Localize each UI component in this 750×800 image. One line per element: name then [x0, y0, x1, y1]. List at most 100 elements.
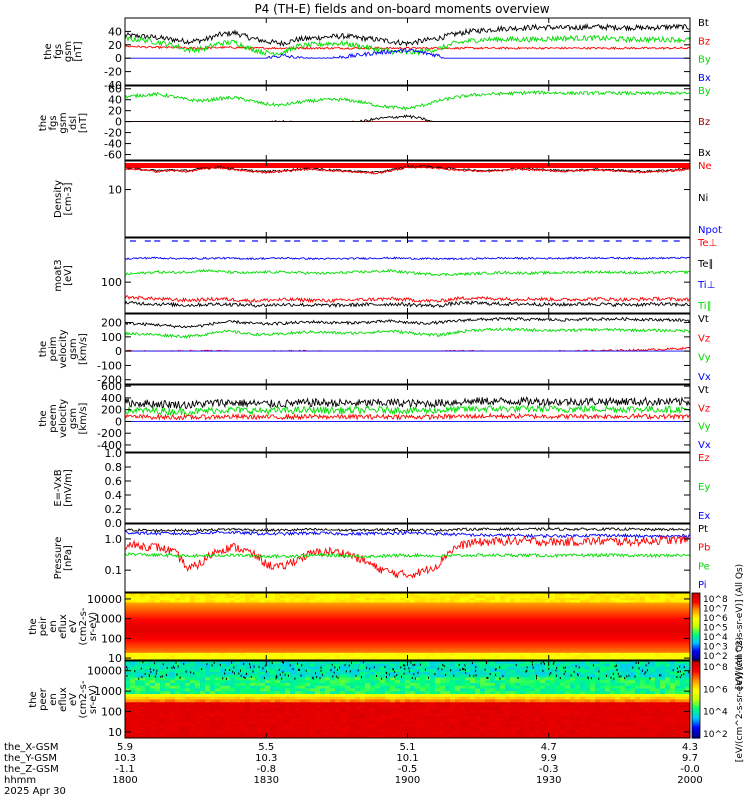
- heatmap-cell: [330, 597, 336, 601]
- heatmap-cell: [560, 655, 566, 659]
- heatmap-cell: [135, 600, 141, 604]
- heatmap-cell: [510, 650, 516, 654]
- heatmap-cell: [345, 677, 351, 681]
- heatmap-cell: [190, 691, 196, 695]
- heatmap-cell: [670, 672, 676, 676]
- heatmap-cell: [675, 609, 681, 613]
- heatmap-cell: [310, 619, 316, 623]
- heatmap-cell: [130, 645, 136, 649]
- heatmap-cell: [665, 619, 671, 623]
- heatmap-cell: [215, 652, 221, 656]
- heatmap-cell: [385, 661, 391, 665]
- heatmap-cell: [475, 666, 481, 670]
- heatmap-cell: [395, 683, 401, 687]
- heatmap-cell: [235, 666, 241, 670]
- heatmap-cell: [455, 600, 461, 604]
- heatmap-cell: [335, 672, 341, 676]
- heatmap-cell: [605, 648, 611, 651]
- heatmap-cell: [520, 616, 526, 620]
- heatmap-cell: [245, 685, 251, 690]
- heatmap-cell: [225, 607, 231, 611]
- heatmap-cell: [220, 626, 226, 630]
- heatmap-cell: [145, 680, 151, 684]
- heatmap-cell: [515, 628, 521, 632]
- heatmap-cell: [175, 669, 181, 673]
- heatmap-cell: [605, 685, 611, 690]
- heatmap-cell: [680, 683, 686, 687]
- heatmap-cell: [390, 602, 396, 606]
- heatmap-cell: [520, 605, 526, 608]
- heatmap-cell: [455, 619, 461, 623]
- heatmap-cell: [410, 677, 416, 681]
- heatmap-cell: [560, 640, 566, 644]
- heatmap-cell: [395, 655, 401, 659]
- heatmap-cell: [545, 683, 551, 687]
- heatmap-cell: [645, 648, 651, 651]
- heatmap-cell: [510, 616, 516, 620]
- heatmap-cell: [510, 628, 516, 632]
- heatmap-cell: [190, 674, 196, 679]
- heatmap-cell: [295, 597, 301, 601]
- heatmap-cell: [245, 691, 251, 695]
- heatmap-cell: [330, 694, 336, 698]
- heatmap-cell: [220, 691, 226, 695]
- heatmap-cell: [325, 626, 331, 630]
- heatmap-cell: [315, 672, 321, 676]
- heatmap-cell: [240, 648, 246, 651]
- heatmap-cell: [660, 621, 666, 625]
- heatmap-cell: [570, 657, 576, 660]
- heatmap-cell: [315, 666, 321, 670]
- heatmap-cell: [190, 607, 196, 611]
- heatmap-cell: [605, 652, 611, 656]
- heatmap-cell: [385, 602, 391, 606]
- heatmap-cell: [680, 652, 686, 656]
- heatmap-cell: [345, 612, 351, 616]
- legend-Vy: Vy: [698, 422, 711, 433]
- heatmap-cell: [425, 616, 431, 620]
- heatmap-cell: [180, 600, 186, 604]
- heatmap-cell: [250, 614, 256, 618]
- heatmap-cell: [560, 669, 566, 673]
- heatmap-cell: [550, 672, 556, 676]
- heatmap-cell: [160, 655, 166, 659]
- heatmap-cell: [390, 663, 396, 668]
- heatmap-cell: [620, 621, 626, 625]
- y-tick-label: 100: [101, 276, 122, 289]
- heatmap-cell: [190, 602, 196, 606]
- heatmap-cell: [515, 597, 521, 601]
- heatmap-cell: [215, 650, 221, 654]
- heatmap-cell: [680, 607, 686, 611]
- heatmap-cell: [505, 674, 511, 679]
- heatmap-cell: [215, 645, 221, 649]
- heatmap-cell: [270, 645, 276, 649]
- heatmap-cell: [470, 657, 476, 660]
- heatmap-cell: [350, 602, 356, 606]
- heatmap-cell: [180, 614, 186, 618]
- heatmap-cell: [125, 655, 131, 659]
- heatmap-cell: [450, 616, 456, 620]
- heatmap-cell: [685, 650, 690, 654]
- heatmap-cell: [680, 609, 686, 613]
- heatmap-cell: [380, 624, 386, 628]
- heatmap-cell: [640, 633, 646, 637]
- heatmap-cell: [315, 621, 321, 625]
- heatmap-cell: [490, 674, 496, 679]
- heatmap-cell: [285, 607, 291, 611]
- heatmap-cell: [360, 691, 366, 695]
- heatmap-cell: [515, 666, 521, 670]
- heatmap-cell: [220, 600, 226, 604]
- heatmap-cell: [490, 626, 496, 630]
- heatmap-cell: [405, 605, 411, 608]
- heatmap-cell: [300, 616, 306, 620]
- heatmap-cell: [640, 672, 646, 676]
- heatmap-cell: [615, 652, 621, 656]
- heatmap-cell: [140, 663, 146, 668]
- heatmap-cell: [630, 648, 636, 651]
- heatmap-cell: [435, 669, 441, 673]
- heatmap-cell: [240, 657, 246, 660]
- heatmap-cell: [125, 633, 131, 637]
- heatmap-cell: [125, 685, 131, 690]
- heatmap-cell: [260, 663, 266, 668]
- heatmap-cell: [295, 595, 301, 599]
- heatmap-cell: [520, 655, 526, 659]
